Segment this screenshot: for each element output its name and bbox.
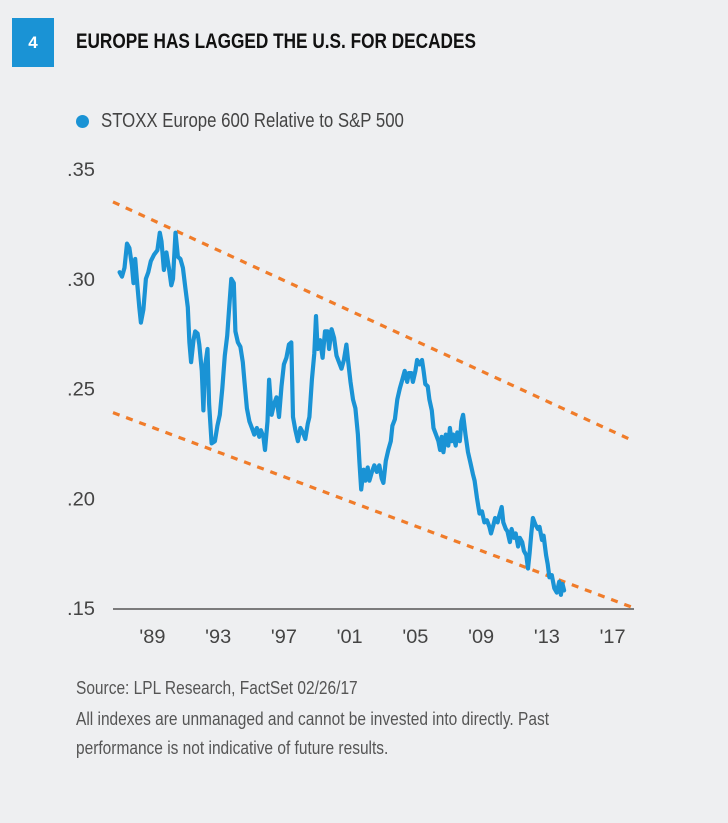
disclaimer-line-2: performance is not indicative of future … bbox=[76, 738, 389, 758]
y-tick-label: .35 bbox=[67, 160, 95, 181]
x-axis-ticks: '89 '93 '97 '01 '05 '09 '13 '17 bbox=[139, 627, 625, 648]
legend-marker-icon bbox=[76, 115, 89, 128]
y-tick-label: .25 bbox=[67, 380, 95, 401]
y-tick-label: .30 bbox=[67, 270, 95, 291]
x-tick-label: '93 bbox=[205, 627, 231, 648]
legend: STOXX Europe 600 Relative to S&P 500 bbox=[76, 110, 462, 133]
x-tick-label: '97 bbox=[271, 627, 297, 648]
y-tick-label: .15 bbox=[67, 599, 95, 620]
trend-line-upper-channel bbox=[112, 200, 635, 443]
legend-label: STOXX Europe 600 Relative to S&P 500 bbox=[101, 110, 404, 132]
x-tick-label: '01 bbox=[337, 627, 363, 648]
series-line-0 bbox=[117, 230, 567, 597]
source-note: Source: LPL Research, FactSet 02/26/17 bbox=[76, 678, 358, 698]
figure-number-badge: 4 bbox=[12, 18, 54, 67]
x-tick-label: '05 bbox=[402, 627, 428, 648]
x-tick-label: '13 bbox=[534, 627, 560, 648]
trend-lines bbox=[112, 200, 635, 610]
x-tick-label: '17 bbox=[600, 627, 626, 648]
x-tick-label: '09 bbox=[468, 627, 494, 648]
y-axis-ticks: .35 .30 .25 .20 .15 bbox=[67, 160, 95, 620]
x-tick-label: '89 bbox=[139, 627, 165, 648]
y-tick-label: .20 bbox=[67, 489, 95, 510]
series-layer bbox=[117, 230, 567, 597]
disclaimer-line-1: All indexes are unmanaged and cannot be … bbox=[76, 709, 550, 729]
trend-line-lower-channel bbox=[112, 411, 635, 610]
figure-number: 4 bbox=[28, 32, 38, 52]
chart-title: EUROPE HAS LAGGED THE U.S. FOR DECADES bbox=[76, 30, 476, 53]
